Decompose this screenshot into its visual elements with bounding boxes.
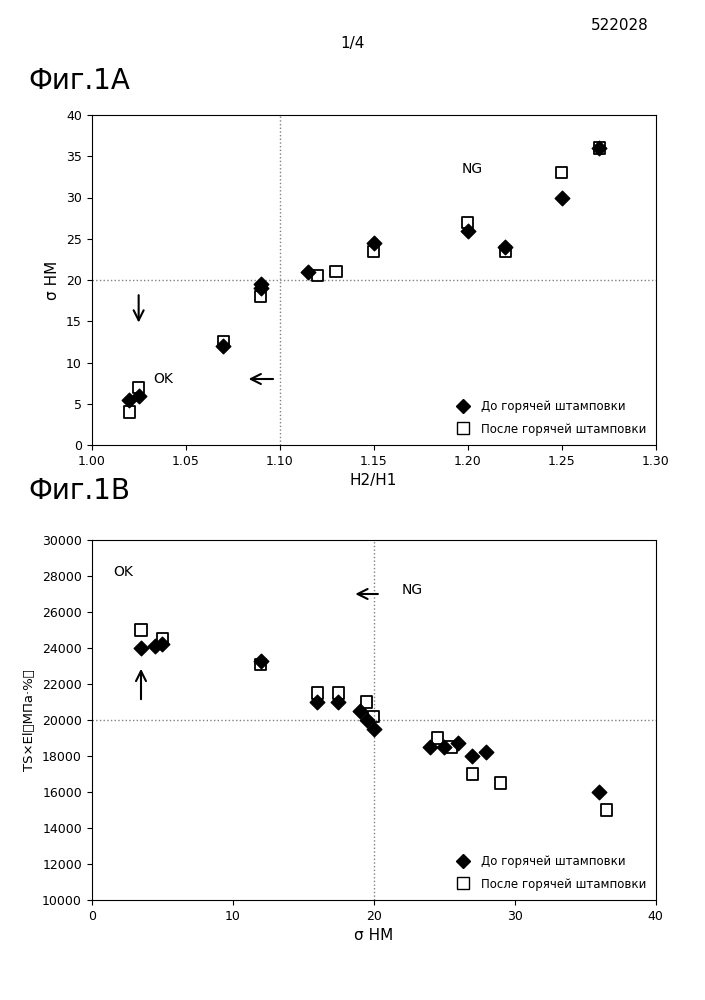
После горячей штамповки xyxy=(157,631,168,647)
После горячей штамповки xyxy=(133,379,145,395)
После горячей штамповки xyxy=(331,264,342,280)
До горячей штамповки xyxy=(453,735,464,751)
До горячей штамповки xyxy=(500,239,511,255)
До горячей штамповки xyxy=(133,387,145,403)
Text: Фиг.1В: Фиг.1В xyxy=(28,477,130,505)
X-axis label: σ НМ: σ НМ xyxy=(354,928,393,943)
Text: 522028: 522028 xyxy=(591,18,649,33)
До горячей штамповки xyxy=(157,636,168,652)
После горячей штамповки xyxy=(500,243,511,259)
До горячей штамповки xyxy=(439,739,450,755)
До горячей штамповки xyxy=(255,653,266,669)
После горячей штамповки xyxy=(601,802,612,818)
До горячей штамповки xyxy=(255,276,266,292)
Text: 1/4: 1/4 xyxy=(341,36,364,51)
Text: OK: OK xyxy=(154,372,173,386)
После горячей штамповки xyxy=(368,243,379,259)
До горячей штамповки xyxy=(462,223,473,239)
Legend: До горячей штамповки, После горячей штамповки: До горячей штамповки, После горячей штам… xyxy=(448,852,650,894)
Y-axis label: σ НМ: σ НМ xyxy=(46,260,61,300)
До горячей штамповки xyxy=(361,712,372,728)
До горячей штамповки xyxy=(481,744,492,760)
После горячей штамповки xyxy=(556,165,568,181)
До горячей штамповки xyxy=(368,721,379,737)
После горячей штамповки xyxy=(431,730,443,746)
Text: OK: OK xyxy=(113,565,133,579)
После горячей штамповки xyxy=(312,268,323,284)
После горячей штамповки xyxy=(368,708,379,724)
До горячей штамповки xyxy=(312,694,323,710)
Legend: До горячей штамповки, После горячей штамповки: До горячей штамповки, После горячей штам… xyxy=(448,397,650,439)
До горячей штамповки xyxy=(218,338,229,354)
До горячей штамповки xyxy=(333,694,344,710)
После горячей штамповки xyxy=(135,622,147,638)
Y-axis label: TS×El（МПа·%）: TS×El（МПа·%） xyxy=(23,669,37,771)
Text: Фиг.1А: Фиг.1А xyxy=(28,67,130,95)
До горячей штамповки xyxy=(354,703,365,719)
До горячей штамповки xyxy=(368,235,379,251)
После горячей штамповки xyxy=(255,656,266,672)
После горячей штамповки xyxy=(462,214,473,230)
После горячей штамповки xyxy=(446,739,457,755)
До горячей штамповки xyxy=(594,784,605,800)
После горячей штамповки xyxy=(312,685,323,701)
До горячей штамповки xyxy=(255,280,266,296)
После горячей штамповки xyxy=(361,694,372,710)
До горячей штамповки xyxy=(135,640,147,656)
Text: NG: NG xyxy=(402,583,423,597)
До горячей штамповки xyxy=(556,190,568,206)
После горячей штамповки xyxy=(594,140,605,156)
До горячей штамповки xyxy=(467,748,478,764)
После горячей штамповки xyxy=(333,685,344,701)
До горячей штамповки xyxy=(149,638,161,654)
После горячей штамповки xyxy=(123,404,135,420)
Text: NG: NG xyxy=(462,162,483,176)
После горячей штамповки xyxy=(467,766,478,782)
После горячей штамповки xyxy=(495,775,506,791)
X-axis label: Н2/Н1: Н2/Н1 xyxy=(350,473,398,488)
После горячей штамповки xyxy=(218,334,229,350)
После горячей штамповки xyxy=(255,288,266,304)
До горячей штамповки xyxy=(123,392,135,408)
До горячей штамповки xyxy=(302,264,314,280)
До горячей штамповки xyxy=(594,140,605,156)
До горячей штамповки xyxy=(424,739,436,755)
